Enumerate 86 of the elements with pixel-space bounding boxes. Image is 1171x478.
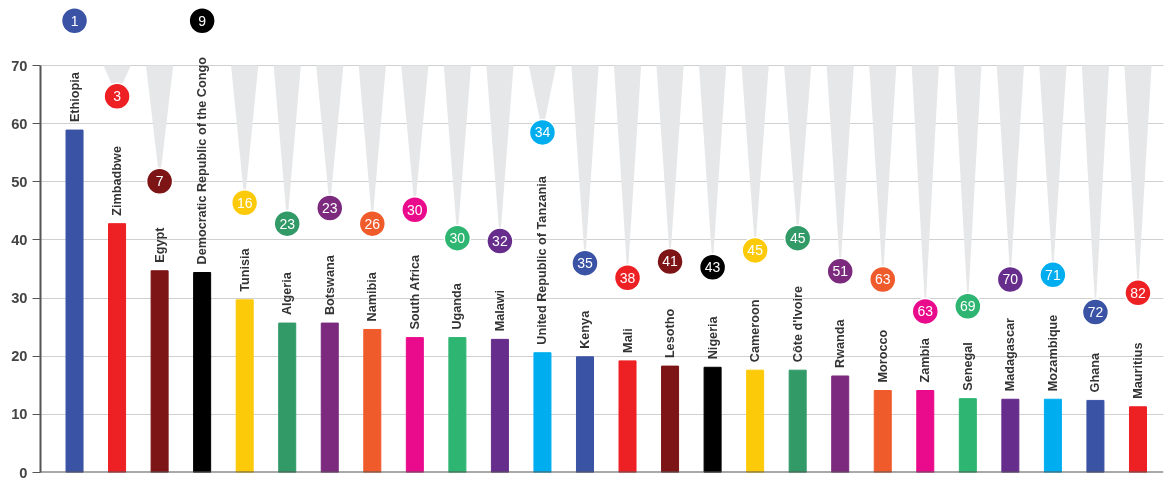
x-tick-label: Nigeria <box>705 315 720 360</box>
y-tick-label: 50 <box>11 173 28 190</box>
bar <box>831 375 850 473</box>
bar <box>788 369 807 473</box>
annotation: 30 <box>449 230 466 247</box>
annotation: 72 <box>1087 304 1104 321</box>
annotation: 38 <box>619 269 636 286</box>
bar <box>278 322 297 473</box>
text: 9 <box>198 12 207 29</box>
bar <box>363 328 382 473</box>
annotation: 32 <box>492 233 508 250</box>
annotation: 70 <box>1002 271 1019 288</box>
annotation: 23 <box>279 215 296 232</box>
annotation: 41 <box>662 253 679 270</box>
bar <box>108 223 127 473</box>
annotation: 45 <box>747 242 764 259</box>
y-tick-label: 70 <box>11 57 28 74</box>
bar <box>916 390 935 473</box>
x-tick-label: Mali <box>620 328 635 353</box>
bar <box>1128 406 1147 473</box>
annotation: 71 <box>1045 266 1061 283</box>
bar <box>235 299 254 473</box>
annotation: 35 <box>577 255 593 272</box>
y-tick-label: 0 <box>19 464 28 478</box>
bar <box>448 337 467 473</box>
bar <box>1043 398 1062 473</box>
bar <box>1086 399 1105 473</box>
y-tick-label: 20 <box>11 348 28 365</box>
annotation: 63 <box>874 271 891 288</box>
bar <box>746 369 765 473</box>
x-tick-label: Senegal <box>960 342 975 391</box>
bar <box>193 272 212 473</box>
bar <box>65 129 84 473</box>
annotation: 26 <box>364 215 381 232</box>
x-tick-label: Democratic Republic of the Congo <box>195 56 210 265</box>
bar <box>320 322 339 473</box>
x-tick-label: Ghana <box>1088 352 1103 393</box>
x-tick-label: Malawi <box>492 289 507 332</box>
x-tick-label: Cameroon <box>748 299 763 363</box>
y-tick-label: 60 <box>11 115 28 132</box>
x-tick-label: Côte d'Ivoire <box>790 286 805 363</box>
bar <box>405 337 424 473</box>
y-tick-label: 10 <box>11 406 28 423</box>
bar <box>150 270 169 473</box>
y-tick-label: 40 <box>11 231 28 248</box>
annotation: 45 <box>789 230 806 247</box>
x-tick-label: Kenya <box>577 309 592 349</box>
x-tick-label: Ethiopia <box>67 71 82 123</box>
bar <box>618 360 637 473</box>
x-tick-label: Rwanda <box>833 318 848 368</box>
annotation: 30 <box>407 201 423 218</box>
annotation: 63 <box>917 303 934 320</box>
annotation: 7 <box>155 173 164 190</box>
x-tick-label: Namibia <box>365 271 380 322</box>
bar <box>533 352 552 473</box>
bar <box>958 398 977 473</box>
annotation: 82 <box>1130 284 1146 301</box>
bar <box>1001 398 1020 473</box>
x-tick-label: Zambia <box>918 337 933 383</box>
bar <box>490 338 509 473</box>
annotation: 34 <box>534 124 551 141</box>
x-tick-label: Mauritius <box>1130 342 1145 399</box>
x-tick-label: Botswana <box>322 254 337 316</box>
bar <box>661 365 680 473</box>
annotation: 51 <box>832 263 849 280</box>
x-tick-label: South Africa <box>407 253 422 330</box>
annotation: 69 <box>960 298 976 315</box>
x-tick-label: Algeria <box>280 271 295 316</box>
x-tick-label: Morocco <box>875 329 890 383</box>
annotation: 43 <box>704 259 721 276</box>
x-tick-label: Zimbadbwe <box>110 146 125 216</box>
x-tick-label: Mozambique <box>1045 314 1060 392</box>
y-tick-label: 30 <box>11 290 28 307</box>
x-tick-label: Lesotho <box>663 308 678 359</box>
bar <box>873 390 892 473</box>
text: 1 <box>70 12 79 29</box>
bar <box>703 366 722 473</box>
x-tick-label: Madagascar <box>1003 318 1018 392</box>
x-tick-label: Tunisia <box>237 247 252 292</box>
annotation: 3 <box>113 88 122 105</box>
x-tick-label: United Republic of Tanzania <box>535 175 550 345</box>
annotation: 23 <box>321 199 338 216</box>
x-tick-label: Egypt <box>152 226 167 263</box>
bar <box>575 356 594 473</box>
x-tick-label: Uganda <box>450 282 465 330</box>
annotation: 16 <box>236 194 253 211</box>
